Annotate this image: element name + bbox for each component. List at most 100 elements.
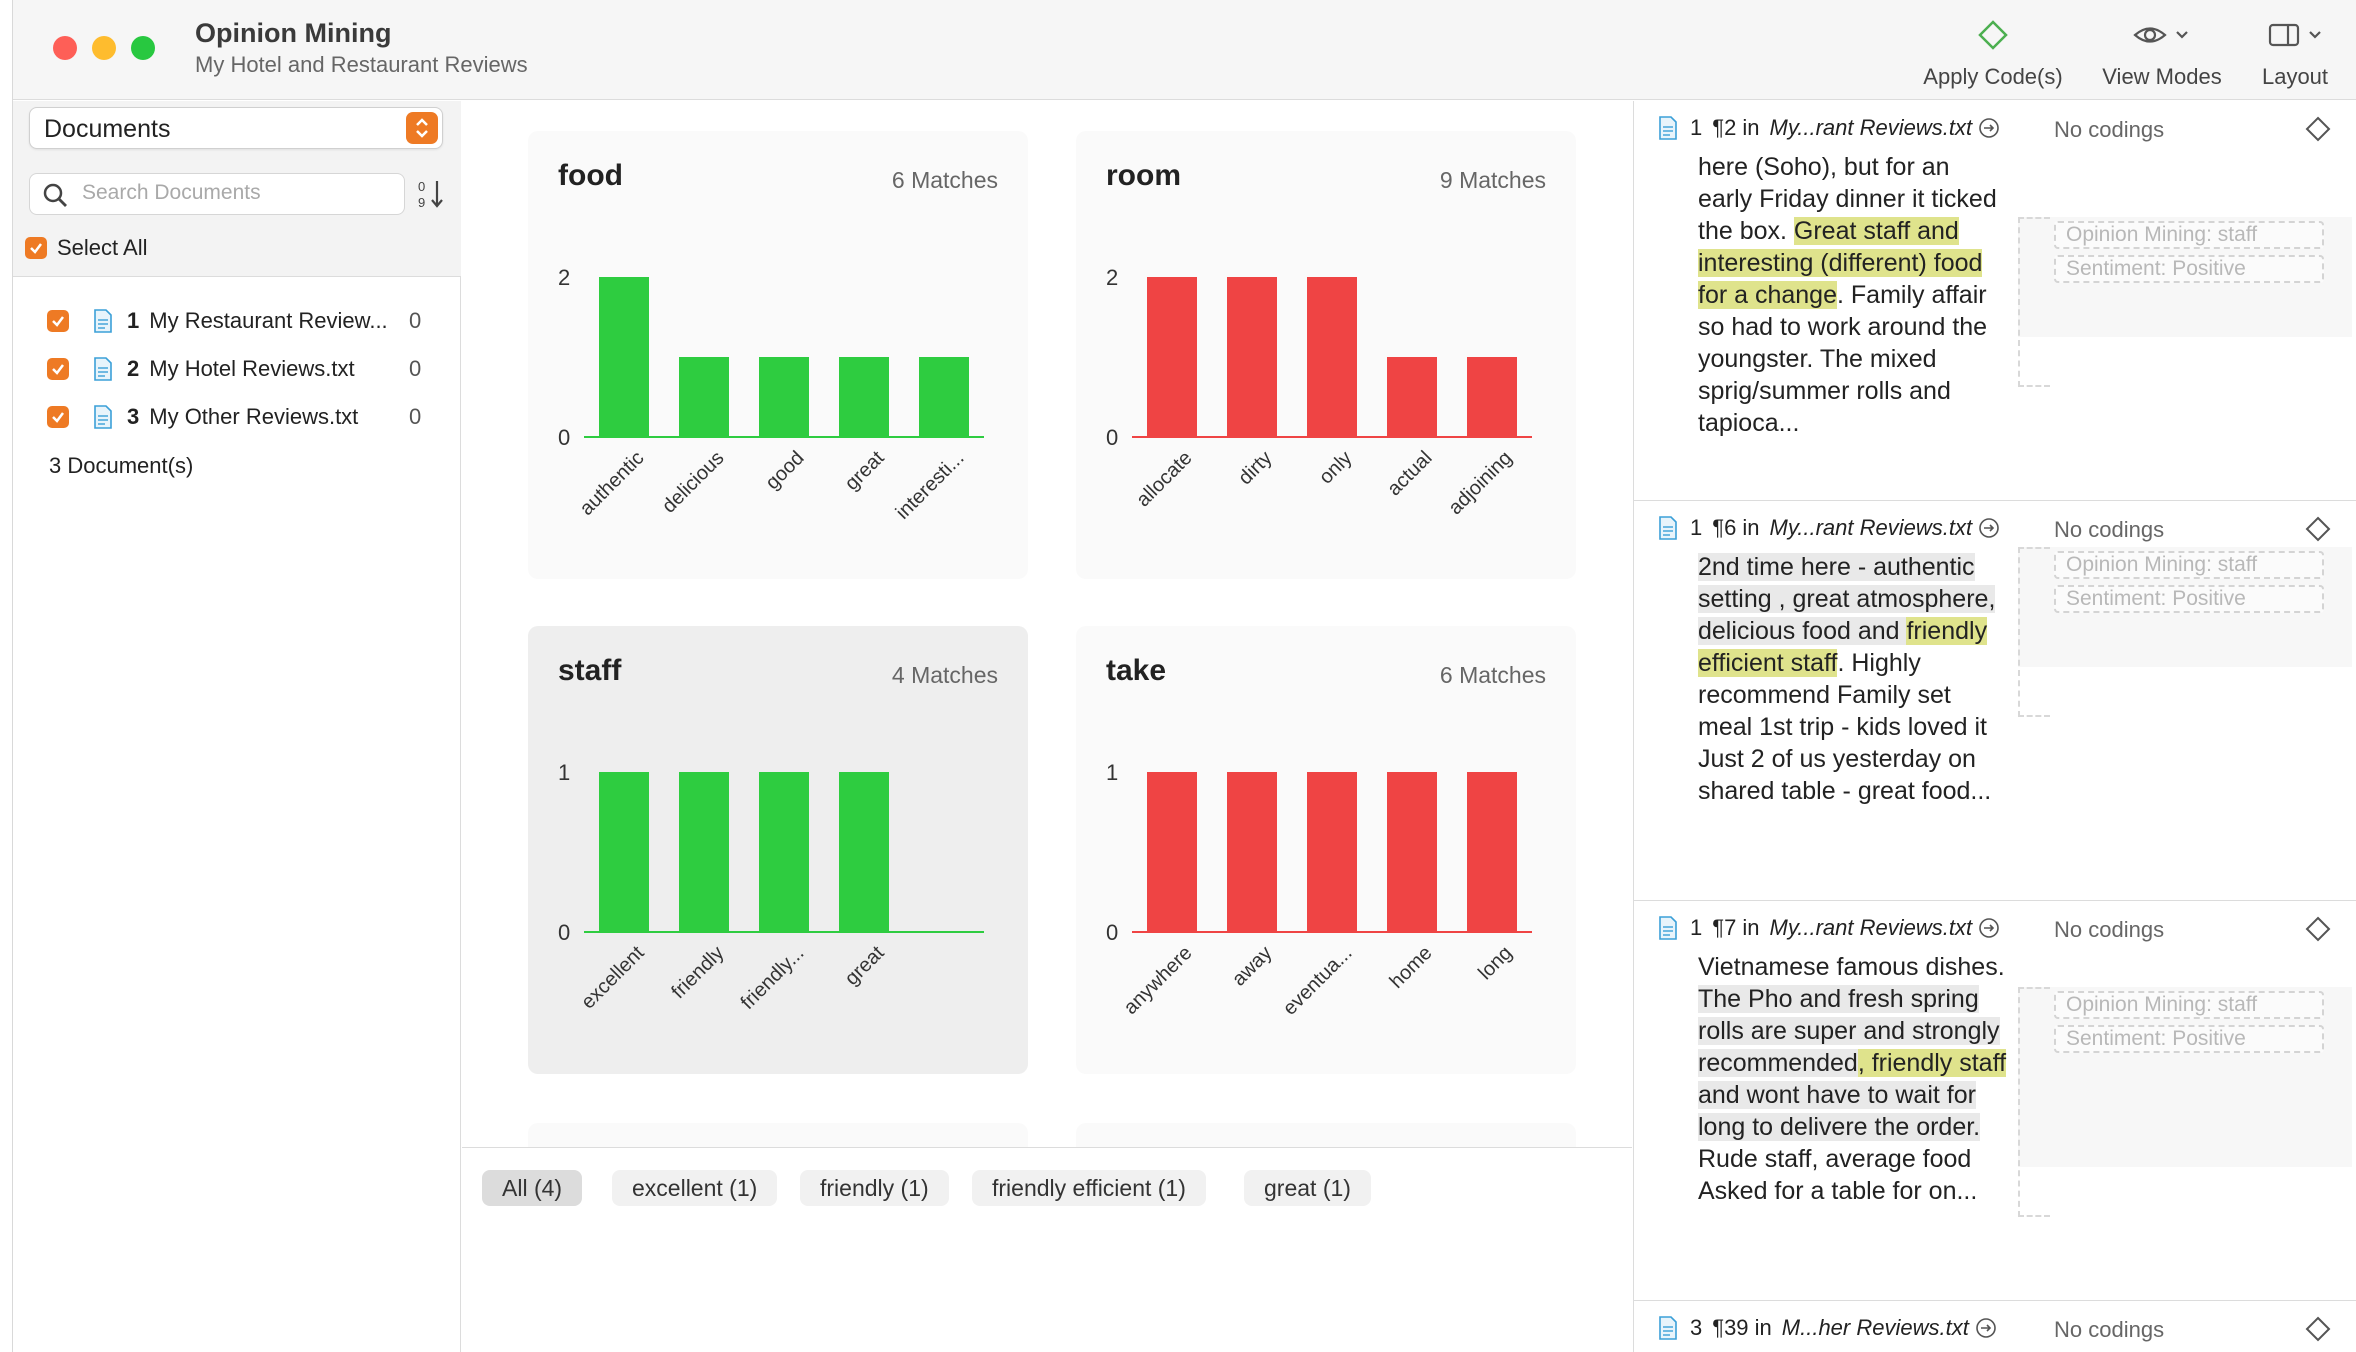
document-item[interactable]: 3 My Other Reviews.txt 0 xyxy=(13,393,461,441)
filter-chip[interactable]: friendly (1) xyxy=(800,1170,949,1206)
code-diamond-icon xyxy=(1978,20,2008,50)
go-to-source-icon[interactable] xyxy=(1975,1317,1997,1339)
search-input[interactable] xyxy=(82,181,382,205)
minimize-window-button[interactable] xyxy=(92,36,116,60)
x-tick-label: friendly... xyxy=(737,942,809,1014)
x-tick-label: delicious xyxy=(658,447,729,518)
suggested-code-tag[interactable]: Opinion Mining: staff xyxy=(2054,551,2324,579)
segment-doc-number: 1 xyxy=(1690,915,1703,940)
bar[interactable] xyxy=(1467,357,1517,437)
suggested-code-tag[interactable]: Opinion Mining: staff xyxy=(2054,991,2324,1019)
segment-fragment: Vietnamese famous dishes. xyxy=(1698,953,2005,981)
y-tick-label: 2 xyxy=(558,265,570,290)
window-title: Opinion Mining xyxy=(195,18,392,48)
document-total: 3 Document(s) xyxy=(49,453,194,478)
bar[interactable] xyxy=(1227,772,1277,932)
sort-icon[interactable]: 0 9 xyxy=(417,177,447,211)
close-window-button[interactable] xyxy=(53,36,77,60)
y-tick-label: 0 xyxy=(558,425,570,450)
document-item[interactable]: 1 My Restaurant Review... 0 xyxy=(13,297,461,345)
document-number: 1 xyxy=(127,308,140,333)
suggested-code-tag[interactable]: Opinion Mining: staff xyxy=(2054,221,2324,249)
keyword-card-food[interactable]: food 6 Matches 2 0 authentic delicious good g… xyxy=(528,131,1028,579)
coded-segment-entry[interactable]: 1 ¶2 in My...rant Reviews.txt No codings her… xyxy=(1634,101,2356,501)
document-item[interactable]: 2 My Hotel Reviews.txt 0 xyxy=(13,345,461,393)
coded-segment-entry[interactable]: 3 ¶39 in M...her Reviews.txt No codings xyxy=(1634,1301,2356,1352)
bar[interactable] xyxy=(1227,277,1277,437)
codings-status: No codings xyxy=(2054,517,2165,542)
x-tick-label: authentic xyxy=(576,447,649,520)
search-documents xyxy=(29,173,405,215)
select-all-checkbox[interactable]: Select All xyxy=(25,235,148,261)
bar[interactable] xyxy=(679,357,729,437)
go-to-source-icon[interactable] xyxy=(1978,517,2000,539)
filter-chip[interactable]: excellent (1) xyxy=(612,1170,778,1206)
segment-fragment: . Family affair so had to work around th… xyxy=(1698,281,1988,437)
bar[interactable] xyxy=(1467,772,1517,932)
go-to-source-icon[interactable] xyxy=(1978,917,2000,939)
bar[interactable] xyxy=(919,357,969,437)
bar[interactable] xyxy=(1307,772,1357,932)
text-document-icon xyxy=(1659,516,1677,540)
suggested-code-tag[interactable]: Sentiment: Positive xyxy=(2054,585,2324,613)
document-type-value: Documents xyxy=(44,115,171,143)
coded-segment-entry[interactable]: 1 ¶7 in My...rant Reviews.txt No codings Vie… xyxy=(1634,901,2356,1301)
bar[interactable] xyxy=(1387,357,1437,437)
document-type-select[interactable]: Documents xyxy=(29,107,443,149)
sidebar-header: Documents 0 9 xyxy=(13,101,461,277)
text-document-icon xyxy=(94,309,112,333)
bar[interactable] xyxy=(599,277,649,437)
app-window: Opinion Mining My Hotel and Restaurant R… xyxy=(12,0,2356,1352)
card-title: staff xyxy=(558,654,622,687)
x-tick-label: friendly xyxy=(667,942,728,1003)
keyword-card-take[interactable]: take 6 Matches 1 0 anywhere away eventua... h… xyxy=(1076,626,1576,1074)
suggested-code-tag[interactable]: Sentiment: Positive xyxy=(2054,1025,2324,1053)
x-tick-label: excellent xyxy=(577,942,649,1014)
bar[interactable] xyxy=(759,772,809,932)
bar[interactable] xyxy=(839,357,889,437)
bar[interactable] xyxy=(1307,277,1357,437)
keyword-card-room[interactable]: room 9 Matches 2 0 allocate dirty only actual… xyxy=(1076,131,1576,579)
add-code-diamond-icon[interactable] xyxy=(2304,115,2332,148)
segment-fragment: here (Soho), but for an early Friday din… xyxy=(1698,153,1997,245)
bar[interactable] xyxy=(1147,772,1197,932)
add-code-diamond-icon[interactable] xyxy=(2304,915,2332,948)
card-matches: 4 Matches xyxy=(891,662,998,688)
bar-chart: 2 0 allocate dirty only actual adjoining xyxy=(1106,265,1532,519)
add-code-diamond-icon[interactable] xyxy=(2304,1315,2332,1348)
layout-button[interactable]: Layout xyxy=(2245,18,2345,90)
filter-chip[interactable]: great (1) xyxy=(1244,1170,1371,1206)
apply-codes-button[interactable]: Apply Code(s) xyxy=(1903,18,2083,90)
x-tick-label: adjoining xyxy=(1444,447,1516,519)
highlighted-match: , friendly staff xyxy=(1857,1049,2007,1077)
segment-paragraph: ¶6 in xyxy=(1712,515,1760,540)
bar[interactable] xyxy=(1147,277,1197,437)
keyword-card-staff[interactable]: staff 4 Matches 1 0 excellent friendly frien… xyxy=(528,626,1028,1074)
coded-segment-entry[interactable]: 1 ¶6 in My...rant Reviews.txt No codings 2nd… xyxy=(1634,501,2356,901)
card-matches: 6 Matches xyxy=(891,167,998,193)
zoom-window-button[interactable] xyxy=(131,36,155,60)
segment-paragraph: ¶39 in xyxy=(1712,1315,1772,1340)
bar[interactable] xyxy=(839,772,889,932)
document-checkbox[interactable] xyxy=(47,406,69,428)
codings-status: No codings xyxy=(2054,117,2165,142)
bar[interactable] xyxy=(679,772,729,932)
x-tick-label: away xyxy=(1228,942,1277,991)
bar[interactable] xyxy=(1387,772,1437,932)
add-code-diamond-icon[interactable] xyxy=(2304,515,2332,548)
y-tick-label: 1 xyxy=(1106,760,1118,785)
go-to-source-icon[interactable] xyxy=(1978,117,2000,139)
suggested-code-tag[interactable]: Sentiment: Positive xyxy=(2054,255,2324,283)
bar[interactable] xyxy=(599,772,649,932)
document-checkbox[interactable] xyxy=(47,310,69,332)
code-bracket xyxy=(2018,547,2050,717)
bar[interactable] xyxy=(759,357,809,437)
document-checkbox[interactable] xyxy=(47,358,69,380)
view-modes-button[interactable]: View Modes xyxy=(2087,18,2237,90)
y-tick-label: 0 xyxy=(1106,920,1118,945)
segment-header: 1 ¶6 in My...rant Reviews.txt xyxy=(1658,515,2000,541)
svg-text:0: 0 xyxy=(418,179,425,194)
layout-label: Layout xyxy=(2261,64,2329,89)
filter-chip[interactable]: friendly efficient (1) xyxy=(972,1170,1206,1206)
filter-chip-all[interactable]: All (4) xyxy=(482,1170,583,1206)
